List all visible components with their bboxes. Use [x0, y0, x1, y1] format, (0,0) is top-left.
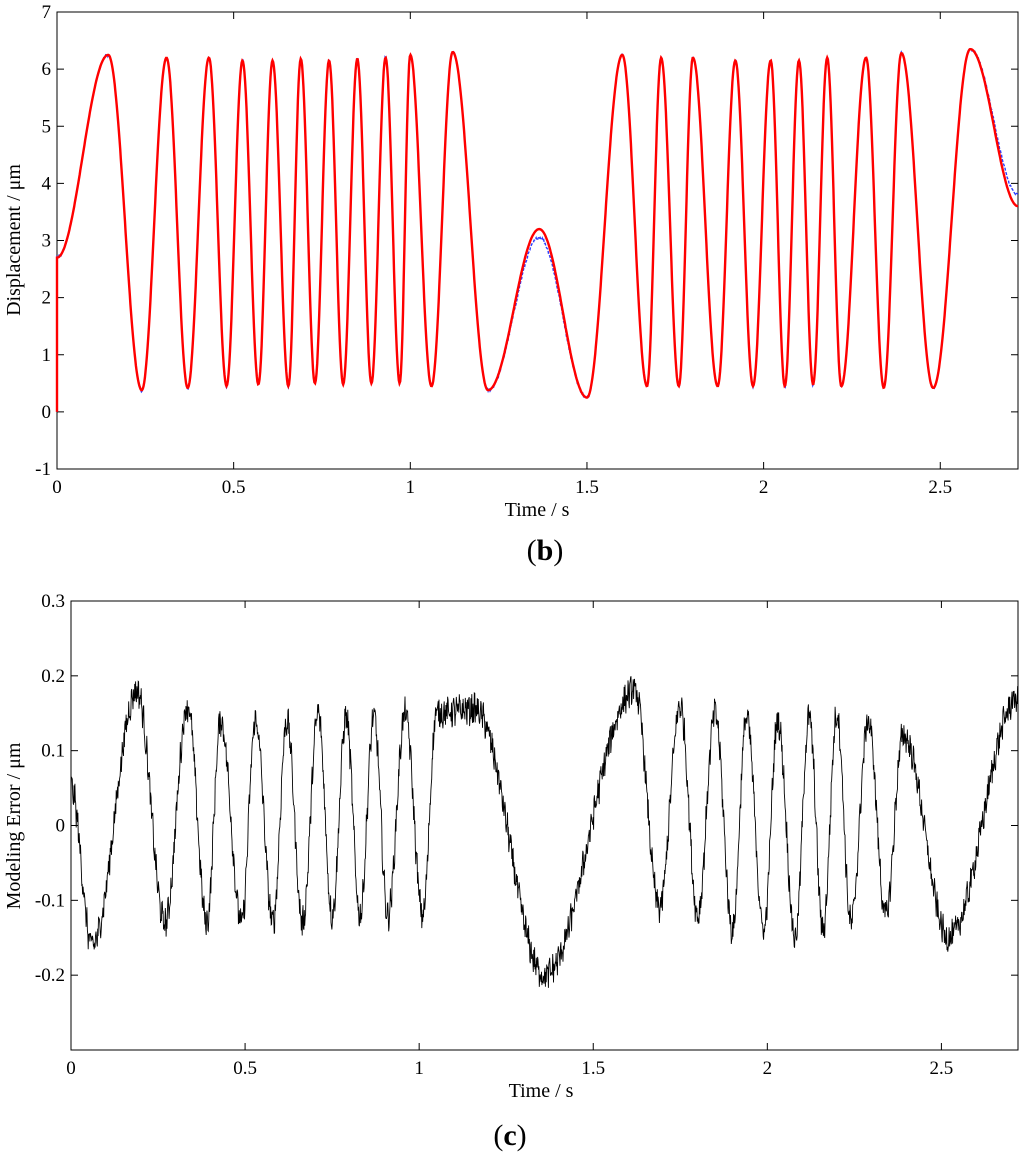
panel-b-plot-frame: [56, 11, 1019, 470]
panel-c-xtick-label: 2.5: [930, 1058, 954, 1079]
panel-c-ytick-label: 0.1: [41, 741, 65, 762]
panel-c-xtick-label: 1.5: [581, 1058, 605, 1079]
panel-c-label-letter: c: [503, 1119, 516, 1152]
panel-b-ytick-label: 3: [42, 231, 52, 252]
panel-b-ytick-label: 0: [42, 402, 52, 423]
panel-b-label-open: (: [527, 534, 537, 567]
panel-b-label-close: ): [553, 534, 563, 567]
panel-b-label: (b): [527, 534, 564, 567]
panel-b-xtick-label: 0: [52, 477, 62, 498]
panel-b-ytick-label: 2: [42, 288, 52, 309]
panel-c-series: [70, 601, 1019, 988]
panel-c-xtick-label: 0: [66, 1058, 76, 1079]
panel-b-xlabel: Time / s: [505, 499, 570, 521]
panel-c-xtick-label: 0.5: [233, 1058, 257, 1079]
panel-c-label-close: ): [517, 1119, 527, 1152]
panel-b-xtick-label: 2: [759, 477, 769, 498]
model-displacement-line: [55, 48, 1019, 412]
panel-c-ytick-label: 0: [56, 816, 66, 837]
panel-b-ylabel: Displacement / μm: [3, 164, 25, 316]
panel-b-xtick-label: 1: [406, 477, 416, 498]
panel-b-ytick-label: 4: [42, 173, 52, 194]
panel-c-ylabel: Modeling Error / μm: [3, 742, 25, 909]
panel-c-ytick-label: 0.2: [41, 666, 65, 687]
panel-b-ytick-label: 7: [42, 2, 52, 23]
panel-b-ytick-label: 5: [42, 116, 52, 137]
panel-c-label-open: (: [493, 1119, 503, 1152]
panel-c: 0 0.5 1 1.5 2 2.5-0.2-0.100.10.20.3 Time / s …: [3, 591, 1019, 1152]
panel-b-ytick-label: 1: [42, 345, 52, 366]
panel-b-series: [55, 47, 1019, 412]
panel-c-xtick-label: 1: [414, 1058, 424, 1079]
panel-b-ytick-label: 6: [42, 59, 52, 80]
panel-c-xtick-label: 2: [763, 1058, 773, 1079]
modeling-error-line: [70, 601, 1019, 988]
panel-c-xlabel: Time / s: [509, 1080, 574, 1102]
panel-c-ytick-label: -0.1: [35, 890, 65, 911]
panel-b-label-letter: b: [537, 534, 554, 567]
panel-c-label: (c): [493, 1119, 526, 1152]
panel-b-ytick-label: -1: [35, 459, 51, 480]
panel-b-xtick-label: 2.5: [928, 477, 952, 498]
panel-c-ytick-label: -0.2: [35, 965, 65, 986]
panel-b-xtick-label: 1.5: [575, 477, 599, 498]
panel-b-xtick-label: 0.5: [222, 477, 246, 498]
panel-c-ticks: 0 0.5 1 1.5 2 2.5 -0.2 -0.1 0 0.1 0.2 0.3: [35, 591, 1018, 1079]
panel-c-ytick-label: 0.3: [41, 591, 65, 612]
